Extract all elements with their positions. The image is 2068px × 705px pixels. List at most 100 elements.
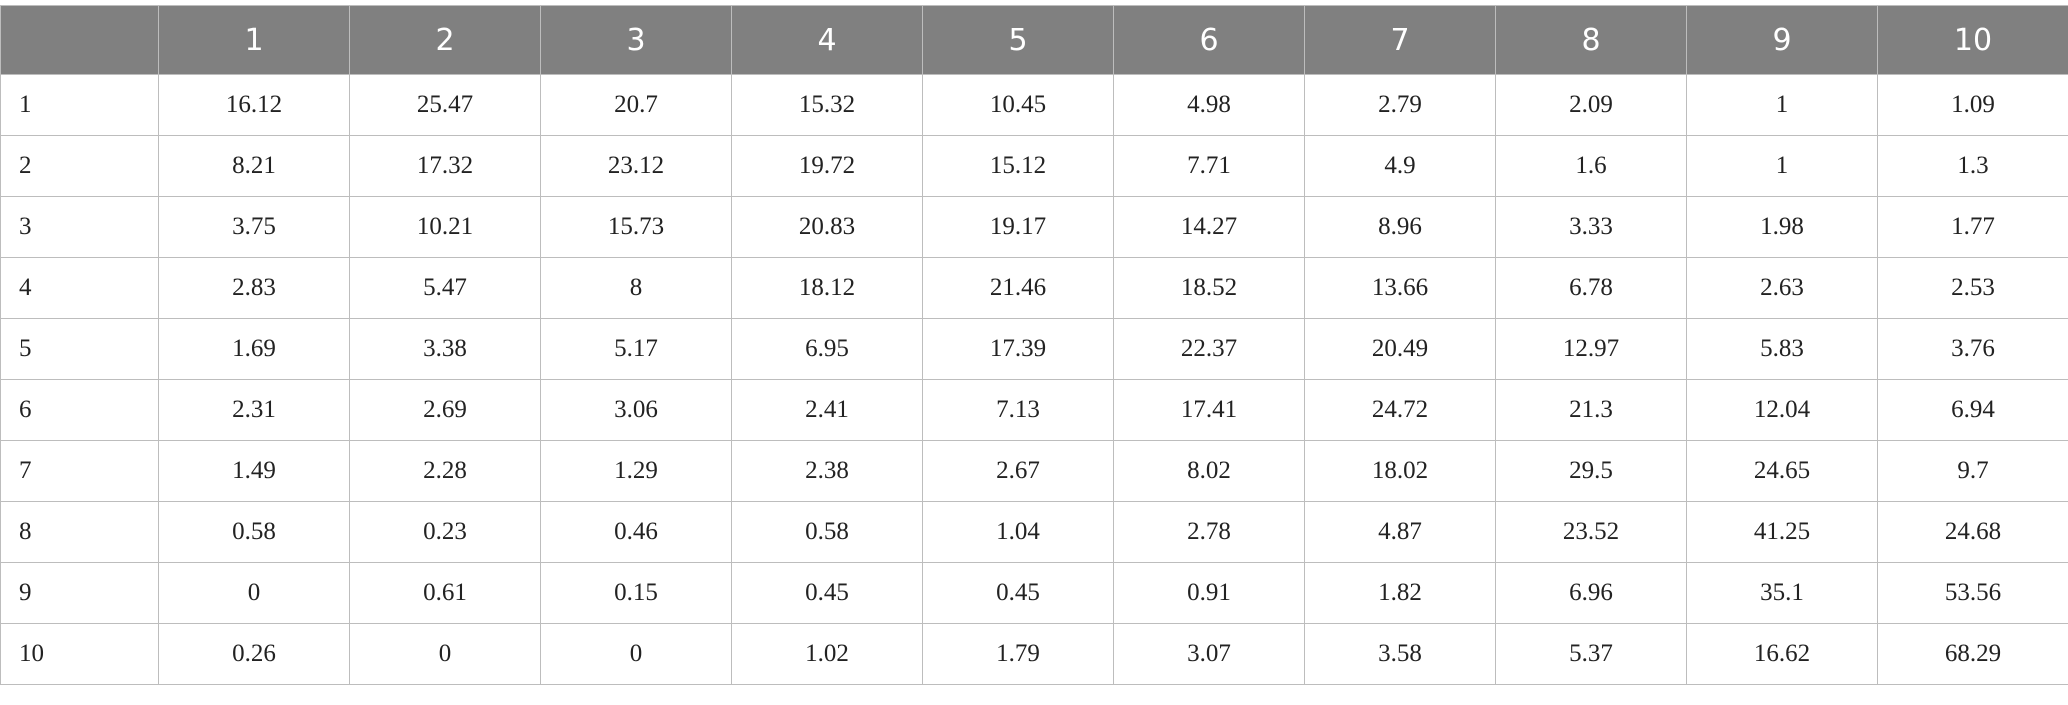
cell: 0.91 <box>1113 562 1305 624</box>
table-body: 1 16.12 25.47 20.7 15.32 10.45 4.98 2.79 2.09 1 1.… <box>0 74 2068 685</box>
cell: 8.96 <box>1304 196 1496 258</box>
cell: 18.12 <box>731 257 923 319</box>
cell: 4.9 <box>1304 135 1496 197</box>
header-row: 1 2 3 4 5 6 7 8 9 10 <box>0 5 2068 75</box>
table-row: 3 3.75 10.21 15.73 20.83 19.17 14.27 8.96 3.33 1.… <box>0 196 2068 258</box>
cell: 2.67 <box>922 440 1114 502</box>
cell: 21.46 <box>922 257 1114 319</box>
cell: 2.78 <box>1113 501 1305 563</box>
cell: 1.98 <box>1686 196 1878 258</box>
cell: 5.37 <box>1495 623 1687 685</box>
cell: 0.45 <box>731 562 923 624</box>
cell: 8.02 <box>1113 440 1305 502</box>
column-header: 3 <box>540 5 732 75</box>
table-row: 4 2.83 5.47 8 18.12 21.46 18.52 13.66 6.78 2.63 2.… <box>0 257 2068 319</box>
cell: 3.33 <box>1495 196 1687 258</box>
column-header: 7 <box>1304 5 1496 75</box>
cell: 1 <box>1686 74 1878 136</box>
cell: 18.02 <box>1304 440 1496 502</box>
table-row: 10 0.26 0 0 1.02 1.79 3.07 3.58 5.37 16.62 68.29 <box>0 623 2068 685</box>
cell: 0.45 <box>922 562 1114 624</box>
cell: 2.79 <box>1304 74 1496 136</box>
cell: 18.52 <box>1113 257 1305 319</box>
cell: 0.15 <box>540 562 732 624</box>
cell: 9.7 <box>1877 440 2068 502</box>
cell: 5.17 <box>540 318 732 380</box>
cell: 20.49 <box>1304 318 1496 380</box>
cell: 1.3 <box>1877 135 2068 197</box>
cell: 0 <box>540 623 732 685</box>
cell: 7.71 <box>1113 135 1305 197</box>
data-table: 1 2 3 4 5 6 7 8 9 10 1 16.12 25.47 20.7 15.32 10.45 4.9… <box>0 5 2068 685</box>
cell: 68.29 <box>1877 623 2068 685</box>
cell: 15.73 <box>540 196 732 258</box>
cell: 24.68 <box>1877 501 2068 563</box>
cell: 1.09 <box>1877 74 2068 136</box>
row-label: 9 <box>0 562 159 624</box>
cell: 0.46 <box>540 501 732 563</box>
cell: 3.58 <box>1304 623 1496 685</box>
row-label: 6 <box>0 379 159 441</box>
cell: 17.41 <box>1113 379 1305 441</box>
cell: 4.98 <box>1113 74 1305 136</box>
table-row: 9 0 0.61 0.15 0.45 0.45 0.91 1.82 6.96 35.1 53.56 <box>0 562 2068 624</box>
row-label: 10 <box>0 623 159 685</box>
cell: 1 <box>1686 135 1878 197</box>
cell: 6.94 <box>1877 379 2068 441</box>
cell: 2.41 <box>731 379 923 441</box>
row-label: 7 <box>0 440 159 502</box>
cell: 53.56 <box>1877 562 2068 624</box>
cell: 22.37 <box>1113 318 1305 380</box>
cell: 2.83 <box>158 257 350 319</box>
table-row: 5 1.69 3.38 5.17 6.95 17.39 22.37 20.49 12.97 5.8… <box>0 318 2068 380</box>
cell: 3.38 <box>349 318 541 380</box>
cell: 6.78 <box>1495 257 1687 319</box>
cell: 8.21 <box>158 135 350 197</box>
cell: 0.61 <box>349 562 541 624</box>
cell: 35.1 <box>1686 562 1878 624</box>
table-row: 2 8.21 17.32 23.12 19.72 15.12 7.71 4.9 1.6 1 1.3 <box>0 135 2068 197</box>
cell: 1.82 <box>1304 562 1496 624</box>
cell: 6.95 <box>731 318 923 380</box>
cell: 2.38 <box>731 440 923 502</box>
cell: 1.69 <box>158 318 350 380</box>
row-label: 5 <box>0 318 159 380</box>
cell: 0.26 <box>158 623 350 685</box>
cell: 4.87 <box>1304 501 1496 563</box>
cell: 24.65 <box>1686 440 1878 502</box>
cell: 3.76 <box>1877 318 2068 380</box>
row-label: 3 <box>0 196 159 258</box>
corner-cell <box>0 5 159 75</box>
cell: 1.02 <box>731 623 923 685</box>
cell: 1.79 <box>922 623 1114 685</box>
column-header: 1 <box>158 5 350 75</box>
cell: 2.28 <box>349 440 541 502</box>
cell: 8 <box>540 257 732 319</box>
cell: 41.25 <box>1686 501 1878 563</box>
cell: 1.29 <box>540 440 732 502</box>
cell: 16.12 <box>158 74 350 136</box>
cell: 13.66 <box>1304 257 1496 319</box>
cell: 19.72 <box>731 135 923 197</box>
table-row: 1 16.12 25.47 20.7 15.32 10.45 4.98 2.79 2.09 1 1.… <box>0 74 2068 136</box>
cell: 7.13 <box>922 379 1114 441</box>
cell: 15.32 <box>731 74 923 136</box>
cell: 3.06 <box>540 379 732 441</box>
cell: 21.3 <box>1495 379 1687 441</box>
cell: 1.04 <box>922 501 1114 563</box>
column-header: 5 <box>922 5 1114 75</box>
cell: 17.32 <box>349 135 541 197</box>
cell: 3.75 <box>158 196 350 258</box>
column-header: 4 <box>731 5 923 75</box>
cell: 2.69 <box>349 379 541 441</box>
cell: 12.97 <box>1495 318 1687 380</box>
cell: 3.07 <box>1113 623 1305 685</box>
row-label: 8 <box>0 501 159 563</box>
cell: 2.53 <box>1877 257 2068 319</box>
cell: 10.21 <box>349 196 541 258</box>
cell: 29.5 <box>1495 440 1687 502</box>
row-label: 4 <box>0 257 159 319</box>
table-row: 6 2.31 2.69 3.06 2.41 7.13 17.41 24.72 21.3 12.04… <box>0 379 2068 441</box>
cell: 23.12 <box>540 135 732 197</box>
cell: 1.77 <box>1877 196 2068 258</box>
